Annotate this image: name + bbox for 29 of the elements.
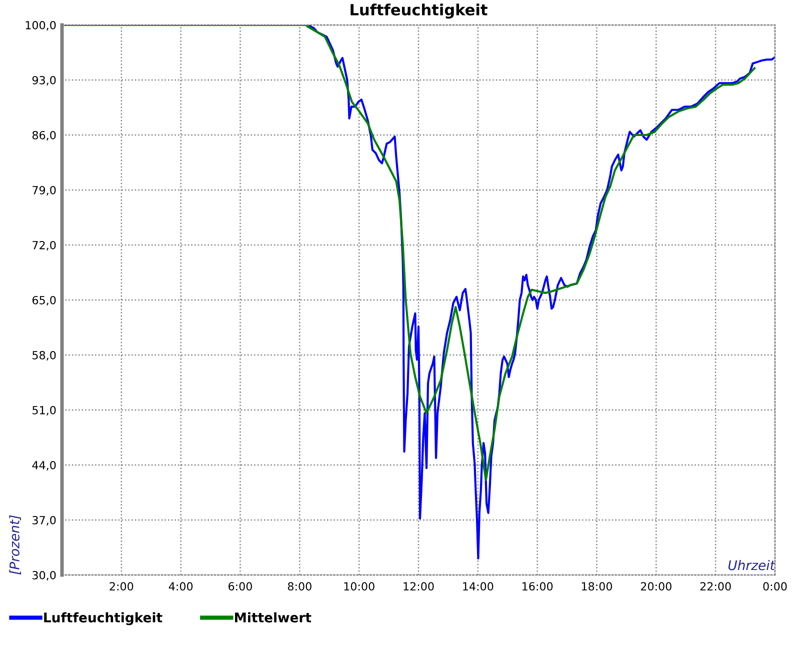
x-tick-label: 12:00 [404,582,434,591]
y-tick-label: 37,0 [32,516,56,526]
x-tick-label: 6:00 [228,582,252,591]
x-tick-label: 0:00 [763,582,787,591]
y-tick-label: 58,0 [32,350,56,361]
x-tick-label: 16:00 [522,582,553,591]
y-tick-label: 30,0 [32,570,56,581]
x-tick-label: 20:00 [640,582,672,591]
x-tick-label: 2:00 [110,582,134,591]
y-tick-label: 44,0 [32,460,56,471]
y-tick-label: 100,0 [26,20,56,31]
y-tick-label: 51,0 [32,406,56,416]
y-axis-title: [Prozent] [9,515,21,574]
y-tick-label: 72,0 [32,240,56,251]
x-axis-title: Uhrzeit [728,560,776,570]
y-tick-label: 86,0 [32,130,56,141]
x-tick-label: 10:00 [344,582,374,591]
x-tick-label: 8:00 [288,582,312,591]
x-tick-label: 4:00 [168,582,193,591]
legend-label: Mittelwert [235,612,312,622]
y-tick-label: 65,0 [32,296,56,306]
line-series [62,25,756,481]
chart-title: Luftfeuchtigkeit [350,4,488,19]
legend-label: Luftfeuchtigkeit [44,612,162,626]
x-tick-label: 22:00 [700,582,731,591]
y-tick-label: 93,0 [32,76,56,86]
x-tick-label: 18:00 [582,582,612,591]
x-tick-label: 14:00 [463,582,494,591]
y-tick-label: 79,0 [32,186,56,196]
